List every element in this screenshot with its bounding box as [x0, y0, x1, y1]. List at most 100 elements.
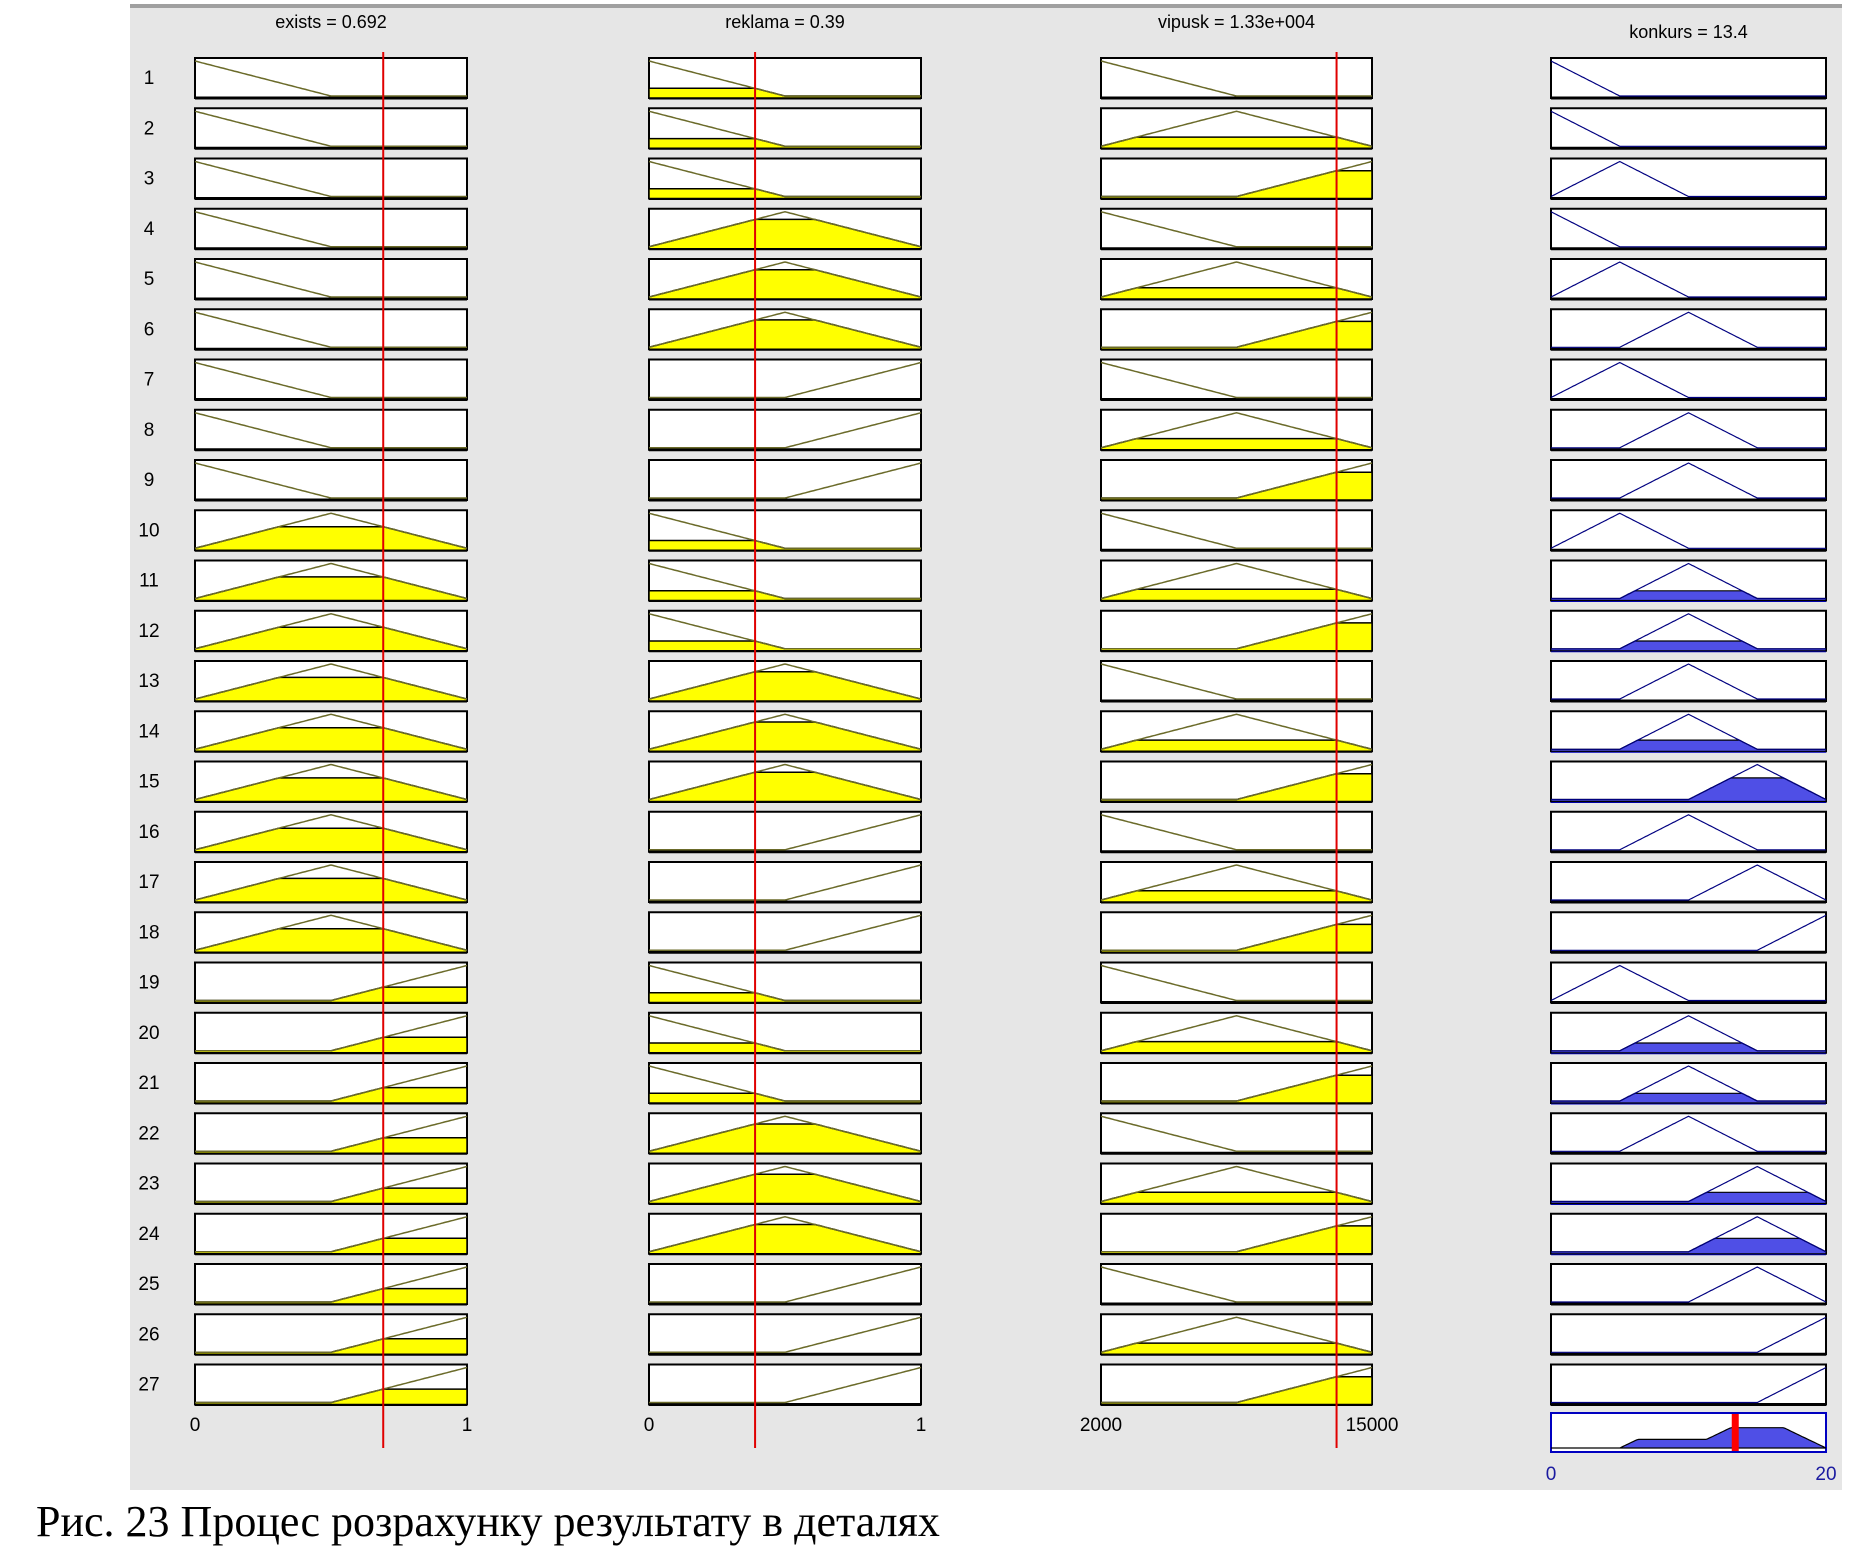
- mf-line-vipusk: [1100, 1115, 1372, 1153]
- mf-box-reklama: [648, 459, 922, 501]
- rule-number: 22: [138, 1123, 159, 1144]
- mf-box-reklama: [648, 358, 922, 401]
- mf-box-exists: [194, 459, 468, 501]
- mf-fill-vipusk: [1100, 437, 1373, 451]
- rule-number: 13: [138, 671, 159, 692]
- rule-number: 11: [139, 571, 159, 592]
- rule-number: 20: [138, 1023, 159, 1044]
- mf-box-reklama: [648, 810, 922, 853]
- mf-line-reklama: [648, 964, 921, 1002]
- mf-line-exists: [194, 361, 467, 399]
- mf-line-reklama: [648, 763, 922, 801]
- mf-box-exists: [194, 157, 468, 200]
- rule-number: 14: [138, 721, 160, 742]
- mf-line-vipusk: [1100, 110, 1373, 148]
- figure-caption: Рис. 23 Процес розрахунку результату в д…: [36, 1497, 940, 1546]
- rule-number: 10: [138, 520, 159, 541]
- rule-number: 5: [144, 269, 155, 290]
- mf-fill-vipusk: [1100, 588, 1373, 602]
- mf-box-konkurs: [1550, 308, 1827, 351]
- mf-box-vipusk: [1100, 660, 1373, 702]
- mf-line-exists: [195, 964, 468, 1002]
- mf-box-konkurs: [1550, 1263, 1827, 1305]
- mf-line-konkurs: [1551, 562, 1826, 600]
- rule-number: 21: [138, 1073, 159, 1094]
- mf-box-vipusk: [1100, 207, 1373, 250]
- mf-fill-vipusk: [1100, 1191, 1373, 1205]
- mf-line-konkurs: [1550, 211, 1826, 248]
- mf-line-reklama: [648, 713, 922, 751]
- mf-box-konkurs: [1550, 408, 1827, 451]
- mf-box-konkurs: [1550, 961, 1827, 1004]
- rule-number: 2: [144, 118, 155, 139]
- mf-line-reklama: [648, 1115, 922, 1153]
- mf-box-reklama: [648, 1313, 922, 1356]
- mf-line-reklama: [649, 914, 922, 952]
- tick-label-reklama: 1: [916, 1415, 927, 1436]
- tick-label-konkurs: 0: [1546, 1464, 1557, 1485]
- mf-line-konkurs: [1550, 160, 1826, 198]
- mf-line-konkurs: [1551, 713, 1826, 750]
- mf-line-exists: [194, 814, 468, 851]
- mf-line-exists: [194, 663, 468, 700]
- mf-line-konkurs: [1551, 412, 1826, 449]
- mf-line-konkurs: [1550, 512, 1826, 549]
- mf-box-konkurs: [1550, 207, 1827, 250]
- mf-box-vipusk: [1100, 358, 1373, 401]
- variable-title-vipusk: vipusk = 1.33e+004: [1158, 12, 1315, 32]
- mf-line-konkurs: [1550, 361, 1826, 399]
- mf-line-reklama: [649, 1366, 922, 1404]
- mf-line-vipusk: [1100, 512, 1372, 550]
- mf-fill-vipusk: [1100, 1040, 1373, 1054]
- mf-line-reklama: [648, 663, 922, 700]
- mf-box-exists: [194, 57, 468, 99]
- mf-line-vipusk: [1100, 1015, 1373, 1052]
- rule-number: 26: [138, 1324, 159, 1345]
- mf-line-reklama: [648, 261, 922, 298]
- mf-box-konkurs: [1550, 459, 1827, 501]
- mf-box-konkurs: [1550, 1112, 1827, 1155]
- mf-line-vipusk: [1100, 663, 1372, 700]
- mf-line-vipusk: [1101, 462, 1373, 499]
- mf-line-vipusk: [1101, 160, 1373, 198]
- mf-line-konkurs: [1551, 1065, 1826, 1102]
- mf-box-reklama: [648, 861, 922, 903]
- mf-line-reklama: [649, 864, 922, 901]
- mf-line-exists: [194, 914, 468, 952]
- mf-line-reklama: [648, 110, 921, 148]
- mf-box-konkurs: [1550, 861, 1827, 903]
- tick-label-exists: 1: [462, 1415, 473, 1436]
- mf-line-konkurs: [1550, 261, 1826, 298]
- rule-number: 27: [138, 1375, 159, 1396]
- mf-line-konkurs: [1551, 462, 1826, 499]
- mf-box-konkurs: [1550, 1363, 1827, 1406]
- variable-title-exists: exists = 0.692: [275, 12, 387, 32]
- mf-line-vipusk: [1101, 311, 1373, 349]
- mf-line-exists: [194, 412, 467, 449]
- mf-line-konkurs: [1551, 914, 1827, 951]
- mf-box-konkurs: [1550, 660, 1827, 702]
- rule-number: 4: [144, 219, 155, 240]
- mf-line-konkurs: [1551, 1115, 1826, 1152]
- mf-box-vipusk: [1100, 1112, 1373, 1155]
- mf-line-konkurs: [1550, 60, 1826, 97]
- mf-line-konkurs: [1551, 1216, 1827, 1253]
- mf-box-vipusk: [1100, 509, 1373, 552]
- tick-label-vipusk: 15000: [1346, 1415, 1399, 1436]
- rule-number: 7: [144, 370, 155, 391]
- mf-line-vipusk: [1101, 763, 1373, 801]
- mf-line-konkurs: [1551, 663, 1826, 700]
- mf-line-exists: [194, 60, 467, 97]
- rule-number: 8: [144, 420, 155, 441]
- rule-number: 9: [144, 470, 155, 491]
- rule-number: 18: [138, 922, 159, 943]
- mf-line-konkurs: [1551, 1266, 1827, 1303]
- mf-box-konkurs: [1550, 258, 1827, 300]
- mf-line-exists: [195, 1015, 468, 1052]
- mf-box-vipusk: [1100, 57, 1373, 99]
- mf-line-konkurs: [1551, 814, 1826, 851]
- mf-box-konkurs: [1550, 810, 1827, 853]
- mf-line-reklama: [648, 311, 922, 349]
- mf-line-vipusk: [1101, 1065, 1373, 1102]
- mf-box-reklama: [648, 911, 922, 954]
